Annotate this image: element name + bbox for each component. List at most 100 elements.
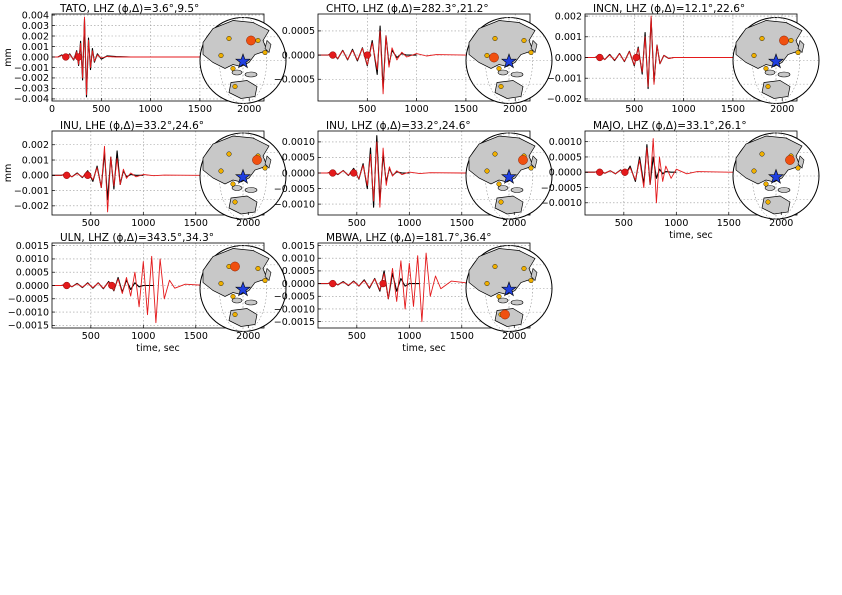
globe-map-inset bbox=[732, 17, 820, 104]
globe-map-inset bbox=[465, 245, 553, 332]
y-axis-label: mm bbox=[3, 48, 14, 67]
y-tick-label: 0.000 bbox=[22, 52, 49, 63]
japan-landmass bbox=[264, 39, 272, 54]
island-landmass bbox=[497, 69, 509, 76]
phase-marker bbox=[329, 169, 337, 177]
station-dot bbox=[788, 38, 794, 44]
y-tick-label: −0.0010 bbox=[274, 304, 315, 315]
station-dot bbox=[484, 53, 490, 59]
y-tick-label: 0.002 bbox=[22, 31, 49, 42]
x-axis-label: time, sec bbox=[669, 230, 713, 241]
station-dot bbox=[759, 36, 765, 42]
station-dot bbox=[765, 199, 771, 205]
event-star-icon bbox=[235, 53, 251, 69]
station-dot bbox=[496, 181, 502, 187]
station-dot bbox=[528, 165, 534, 171]
y-tick-label: −0.001 bbox=[14, 186, 49, 197]
phase-marker bbox=[379, 279, 387, 288]
station-dot bbox=[498, 83, 504, 89]
y-tick-label: 0.0005 bbox=[549, 152, 582, 163]
x-tick-label: 1000 bbox=[131, 331, 155, 342]
station-dot bbox=[521, 266, 527, 272]
y-tick-label: 0.003 bbox=[22, 21, 49, 32]
station-dot bbox=[765, 83, 771, 89]
island-landmass bbox=[231, 69, 243, 76]
x-tick-label: 1000 bbox=[131, 218, 155, 229]
seismogram-panel-1: 0 500 1000 1500 2000 0.0040.0030.0020.0010.00… bbox=[3, 3, 287, 115]
x-tick-label: 1500 bbox=[188, 104, 212, 115]
island-landmass bbox=[510, 187, 524, 193]
island-landmass bbox=[510, 299, 524, 306]
y-tick-label: 0.0010 bbox=[549, 137, 582, 148]
x-tick-label: 2000 bbox=[502, 331, 526, 342]
globe-map-inset bbox=[199, 245, 287, 332]
station-dot bbox=[230, 294, 236, 300]
island-landmass bbox=[764, 185, 776, 191]
y-tick-label: −0.0010 bbox=[541, 198, 582, 209]
phase-marker bbox=[596, 168, 604, 176]
station-dot bbox=[255, 38, 261, 44]
island-landmass bbox=[777, 71, 791, 78]
station-dot bbox=[795, 165, 801, 171]
panel-title: MBWA, LHZ (ϕ,Δ)=181.7°,36.4° bbox=[326, 232, 492, 244]
y-tick-label: 0.0000 bbox=[16, 281, 49, 292]
x-tick-label: 1500 bbox=[450, 331, 474, 342]
station-dot bbox=[262, 50, 268, 56]
phase-marker bbox=[621, 168, 629, 176]
x-tick-label: 2000 bbox=[236, 331, 260, 342]
y-tick-label: 0.0010 bbox=[282, 137, 315, 148]
island-landmass bbox=[777, 187, 791, 193]
panel-title: MAJO, LHZ (ϕ,Δ)=33.1°,26.1° bbox=[593, 120, 747, 132]
y-tick-label: 0.0000 bbox=[282, 168, 315, 179]
y-tick-label: 0.0015 bbox=[16, 241, 49, 252]
synthetic-trace bbox=[52, 16, 260, 96]
x-tick-label: 2000 bbox=[769, 218, 793, 229]
x-tick-label: 500 bbox=[625, 104, 643, 115]
synthetic-trace bbox=[318, 252, 525, 323]
y-tick-label: 0.0005 bbox=[282, 153, 315, 164]
island-landmass bbox=[244, 299, 258, 306]
station-dot bbox=[232, 312, 238, 318]
station-dot bbox=[218, 281, 224, 287]
y-tick-label: −0.0005 bbox=[8, 294, 49, 305]
phase-marker bbox=[363, 51, 371, 59]
station-dot bbox=[528, 278, 534, 284]
y-tick-label: 0.002 bbox=[22, 140, 49, 151]
y-tick-label: 0.0010 bbox=[282, 254, 315, 265]
y-tick-label: −0.0005 bbox=[541, 183, 582, 194]
y-tick-label: 0.0000 bbox=[282, 50, 315, 61]
seismogram-panel-3: 500 1000 1500 2000 0.002 0.001 0.000 −0.001 −0.0… bbox=[547, 3, 820, 115]
station-dot bbox=[492, 264, 498, 270]
y-tick-label: −0.0015 bbox=[8, 321, 49, 332]
island-landmass bbox=[497, 297, 509, 304]
synthetic-trace bbox=[585, 138, 792, 204]
y-tick-label: −0.004 bbox=[14, 94, 49, 105]
panel-title: INU, LHE (ϕ,Δ)=33.2°,24.6° bbox=[60, 120, 204, 132]
y-tick-label: −0.001 bbox=[547, 74, 582, 85]
event-star-icon bbox=[501, 168, 517, 184]
synthetic-trace bbox=[52, 145, 259, 213]
active-station-dot bbox=[500, 309, 510, 320]
y-tick-label: −0.002 bbox=[547, 94, 582, 105]
seismogram-panel-2: 500 1000 1500 2000 0.0005 0.0000 −0.0005 CHTO, … bbox=[274, 3, 553, 115]
phase-marker bbox=[108, 281, 116, 290]
y-tick-label: −0.0015 bbox=[274, 317, 315, 328]
station-dot bbox=[255, 266, 261, 272]
phase-marker bbox=[63, 171, 71, 179]
globe-map-inset bbox=[732, 132, 820, 220]
phase-marker bbox=[350, 169, 358, 177]
station-dot bbox=[496, 65, 502, 71]
active-station-dot bbox=[785, 155, 795, 165]
station-dot bbox=[230, 181, 236, 187]
station-dot bbox=[751, 53, 757, 59]
x-tick-label: 2000 bbox=[770, 104, 794, 115]
active-station-dot bbox=[489, 52, 499, 63]
station-dot bbox=[795, 50, 801, 56]
x-tick-label: 500 bbox=[348, 218, 366, 229]
event-star-icon bbox=[768, 168, 784, 184]
station-dot bbox=[751, 168, 757, 174]
x-tick-label: 0 bbox=[49, 104, 55, 115]
x-tick-label: 1000 bbox=[664, 218, 688, 229]
phase-marker bbox=[84, 171, 92, 179]
